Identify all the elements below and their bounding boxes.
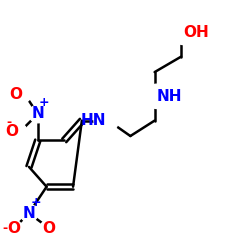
Text: O: O	[9, 87, 22, 102]
Circle shape	[14, 85, 31, 103]
Circle shape	[94, 108, 118, 133]
Circle shape	[5, 220, 22, 238]
Text: -: -	[6, 116, 12, 129]
Text: NH: NH	[157, 89, 182, 104]
Text: O: O	[5, 124, 18, 139]
Circle shape	[20, 204, 38, 222]
Text: +: +	[30, 196, 41, 209]
Text: OH: OH	[183, 25, 209, 40]
Circle shape	[9, 123, 27, 140]
Circle shape	[171, 20, 196, 44]
Circle shape	[145, 84, 169, 108]
Text: O: O	[42, 221, 55, 236]
Text: -: -	[2, 222, 7, 235]
Text: N: N	[32, 106, 44, 122]
Text: O: O	[7, 221, 20, 236]
Text: N: N	[22, 206, 35, 221]
Text: HN: HN	[81, 113, 106, 128]
Circle shape	[40, 220, 58, 238]
Circle shape	[29, 105, 46, 123]
Text: +: +	[39, 96, 50, 110]
